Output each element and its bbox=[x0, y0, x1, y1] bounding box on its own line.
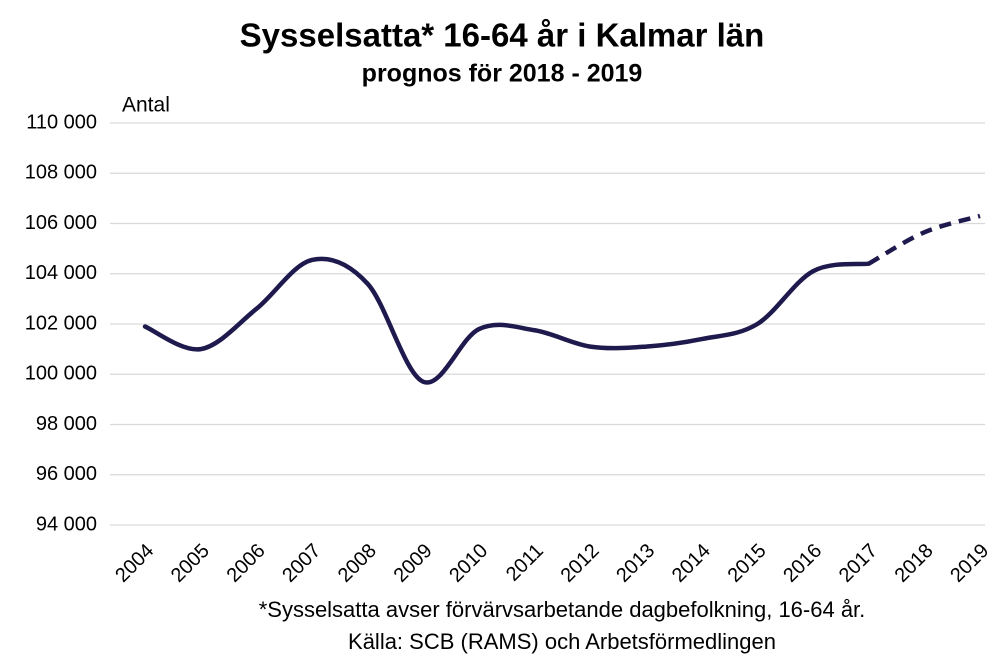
x-tick-label: 2006 bbox=[223, 540, 270, 587]
data-line bbox=[142, 256, 871, 385]
x-tick-label: 2010 bbox=[445, 540, 492, 587]
x-tick-label: 2018 bbox=[891, 540, 938, 587]
chart-title: Sysselsatta* 16-64 år i Kalmar län bbox=[240, 17, 765, 54]
y-tick-label: 94 000 bbox=[36, 513, 97, 535]
y-axis-label: Antal bbox=[122, 94, 170, 117]
x-tick-label: 2012 bbox=[557, 540, 604, 587]
x-tick-label: 2019 bbox=[946, 540, 993, 587]
x-tick-label: 2011 bbox=[502, 540, 548, 586]
x-tick-label: 2014 bbox=[668, 540, 715, 587]
source: Källa: SCB (RAMS) och Arbetsförmedlingen bbox=[348, 629, 776, 654]
x-tick-label: 2005 bbox=[167, 540, 214, 587]
y-tick-label: 110 000 bbox=[26, 111, 97, 133]
y-tick-label: 108 000 bbox=[25, 162, 97, 184]
y-tick-label: 106 000 bbox=[25, 212, 97, 234]
x-tick-label: 2004 bbox=[111, 540, 158, 587]
x-tick-label: 2015 bbox=[724, 540, 771, 587]
x-tick-label: 2013 bbox=[612, 540, 659, 587]
y-tick-label: 98 000 bbox=[36, 413, 97, 435]
y-tick-label: 104 000 bbox=[25, 262, 97, 284]
x-tick-label: 2007 bbox=[278, 540, 325, 587]
x-tick-label: 2009 bbox=[390, 540, 437, 587]
chart-subtitle: prognos för 2018 - 2019 bbox=[362, 60, 643, 88]
forecast-line bbox=[867, 213, 981, 266]
x-tick-label: 2016 bbox=[779, 540, 826, 587]
x-tick-label: 2008 bbox=[334, 540, 381, 587]
y-tick-label: 100 000 bbox=[25, 363, 97, 385]
y-tick-label: 96 000 bbox=[36, 463, 97, 485]
x-tick-label: 2017 bbox=[835, 540, 882, 587]
y-tick-label: 102 000 bbox=[25, 312, 97, 334]
footnote: *Sysselsatta avser förvärvsarbetande dag… bbox=[259, 597, 866, 622]
